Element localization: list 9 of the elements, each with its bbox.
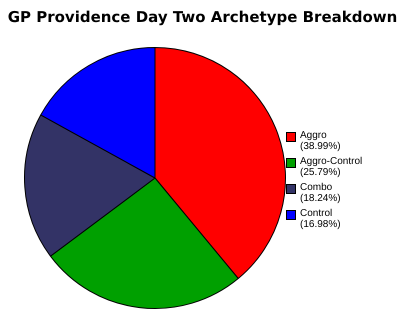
legend-label: Control <box>300 208 334 219</box>
legend-label: Combo <box>300 182 334 193</box>
data-label: (38.99%) <box>300 141 341 152</box>
legend-label: Aggro-Control <box>300 156 362 167</box>
chart-title: GP Providence Day Two Archetype Breakdown <box>6 8 398 26</box>
legend-label: Aggro <box>300 130 328 141</box>
data-label: (16.98%) <box>300 219 341 230</box>
data-label: (18.24%) <box>300 193 341 204</box>
data-label: (25.79%) <box>300 167 342 178</box>
